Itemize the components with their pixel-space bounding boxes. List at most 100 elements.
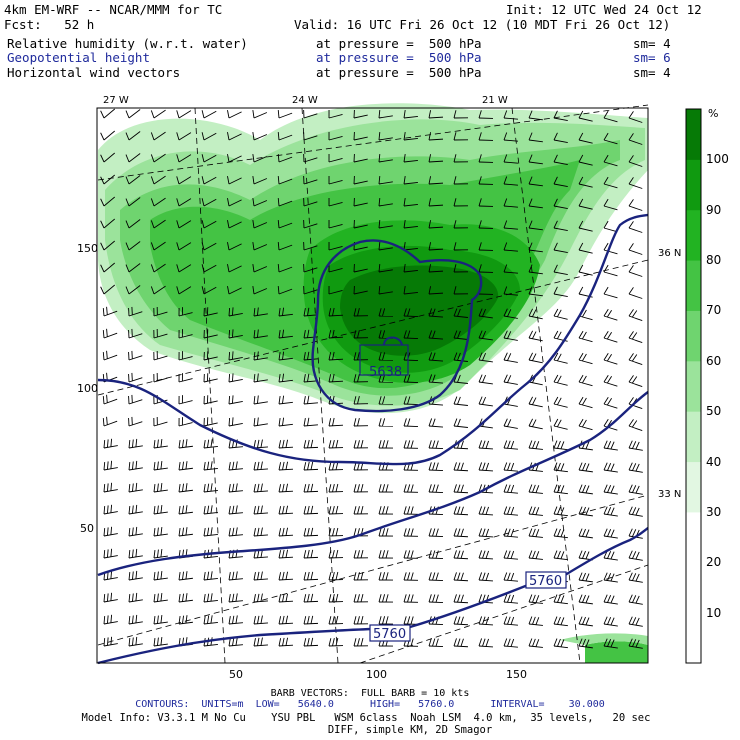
wind-barb bbox=[428, 315, 443, 318]
wind-barb-feather bbox=[335, 483, 339, 492]
wind-barb bbox=[178, 312, 193, 317]
wind-barb-feather bbox=[432, 528, 436, 537]
wind-barb bbox=[103, 152, 116, 163]
wind-barb-feather bbox=[357, 616, 360, 625]
wind-barb bbox=[528, 183, 543, 187]
wind-barb-feather bbox=[532, 528, 536, 537]
wind-barb-feather bbox=[103, 527, 106, 537]
wind-barb bbox=[353, 202, 368, 207]
wind-barb-feather bbox=[478, 616, 483, 625]
wind-barb-feather bbox=[432, 572, 436, 581]
wind-barb-feather bbox=[353, 440, 357, 449]
wind-barb bbox=[203, 264, 217, 273]
wind-barb-feather bbox=[610, 463, 615, 472]
wind-barb-feather bbox=[382, 440, 386, 449]
wind-barb-feather bbox=[307, 439, 310, 448]
wind-barb-feather bbox=[207, 593, 210, 602]
wind-barb-feather bbox=[182, 439, 185, 448]
wind-barb bbox=[128, 263, 141, 273]
wind-barb-feather bbox=[125, 110, 130, 119]
wind-barb-feather bbox=[135, 460, 138, 469]
wind-barb-feather bbox=[553, 616, 558, 625]
wind-barb-feather bbox=[227, 132, 230, 141]
wind-barb-feather bbox=[453, 396, 458, 405]
wind-barb bbox=[278, 112, 293, 119]
wind-barb-feather bbox=[535, 485, 540, 493]
wind-barb bbox=[428, 248, 444, 251]
wind-barb-feather bbox=[603, 616, 608, 625]
wind-barb-feather bbox=[607, 551, 612, 559]
wind-barb bbox=[628, 249, 643, 255]
wind-barb bbox=[378, 269, 393, 273]
wind-barb-feather bbox=[207, 505, 210, 514]
wind-barb-feather bbox=[503, 572, 508, 581]
wind-barb-feather bbox=[260, 571, 263, 580]
wind-barb bbox=[503, 205, 518, 208]
wind-barb-feather bbox=[453, 176, 457, 185]
wind-barb-feather bbox=[435, 638, 439, 647]
wind-barb-feather bbox=[457, 572, 461, 581]
wind-barb-feather bbox=[360, 550, 364, 559]
wind-barb-feather bbox=[460, 484, 464, 493]
wind-barb-feather bbox=[353, 572, 357, 581]
wind-barb-feather bbox=[357, 506, 360, 515]
wind-barb bbox=[353, 114, 368, 119]
wind-barb-feather bbox=[307, 593, 310, 602]
wind-barb-feather bbox=[528, 418, 533, 427]
wind-barb-feather bbox=[310, 483, 314, 492]
wind-barb-feather bbox=[135, 548, 138, 557]
wind-barb bbox=[203, 400, 218, 405]
wind-barb-feather bbox=[228, 440, 231, 449]
wind-barb bbox=[328, 135, 343, 141]
wind-barb bbox=[178, 264, 192, 273]
wind-barb-feather bbox=[532, 638, 536, 647]
wind-barb-feather bbox=[252, 154, 255, 163]
wind-barb-feather bbox=[135, 482, 138, 491]
wind-barb-feather bbox=[603, 110, 609, 119]
wind-barb-feather bbox=[153, 572, 156, 581]
wind-barb-feather bbox=[428, 638, 432, 647]
wind-barb-feather bbox=[332, 351, 335, 360]
wind-barb-feather bbox=[578, 572, 583, 581]
wind-barb-feather bbox=[532, 616, 536, 625]
wind-barb-feather bbox=[428, 572, 432, 581]
wind-barb-feather bbox=[428, 242, 432, 251]
wind-barb-feather bbox=[150, 176, 155, 185]
wind-barb-feather bbox=[132, 571, 134, 580]
wind-barb-feather bbox=[277, 197, 280, 207]
wind-barb-feather bbox=[157, 505, 159, 514]
wind-barb-feather bbox=[378, 330, 382, 339]
wind-barb-feather bbox=[328, 528, 332, 537]
wind-barb-feather bbox=[357, 572, 360, 581]
wind-barb-feather bbox=[478, 154, 482, 163]
wind-barb bbox=[603, 337, 618, 343]
wind-barb bbox=[578, 117, 593, 122]
wind-barb-feather bbox=[603, 198, 609, 207]
wind-barb-feather bbox=[357, 550, 360, 559]
wind-barb-feather bbox=[277, 219, 280, 229]
wind-barb bbox=[203, 176, 217, 185]
wind-barb-feather bbox=[403, 132, 406, 141]
wind-barb-feather bbox=[203, 506, 206, 515]
wind-barb-feather bbox=[603, 440, 608, 449]
wind-barb-feather bbox=[457, 484, 461, 493]
wind-barb bbox=[503, 337, 518, 341]
wind-barb-feather bbox=[510, 440, 515, 449]
wind-barb-feather bbox=[635, 617, 640, 626]
wind-barb bbox=[328, 358, 344, 361]
wind-barb-feather bbox=[628, 309, 634, 317]
wind-barb-feather bbox=[328, 616, 332, 625]
wind-barb-feather bbox=[277, 175, 280, 185]
wind-barb-feather bbox=[407, 594, 411, 603]
wind-barb-feather bbox=[607, 485, 612, 493]
wind-barb bbox=[503, 183, 518, 186]
wind-barb-feather bbox=[335, 461, 339, 470]
wind-barb-feather bbox=[106, 505, 109, 514]
wind-barb-feather bbox=[360, 440, 364, 449]
wind-barb-feather bbox=[632, 485, 637, 493]
wind-barb-feather bbox=[553, 264, 558, 273]
wind-barb-feather bbox=[307, 527, 310, 536]
wind-barb-feather bbox=[532, 309, 537, 317]
wind-barb-feather bbox=[210, 461, 213, 470]
wind-barb bbox=[253, 313, 268, 317]
